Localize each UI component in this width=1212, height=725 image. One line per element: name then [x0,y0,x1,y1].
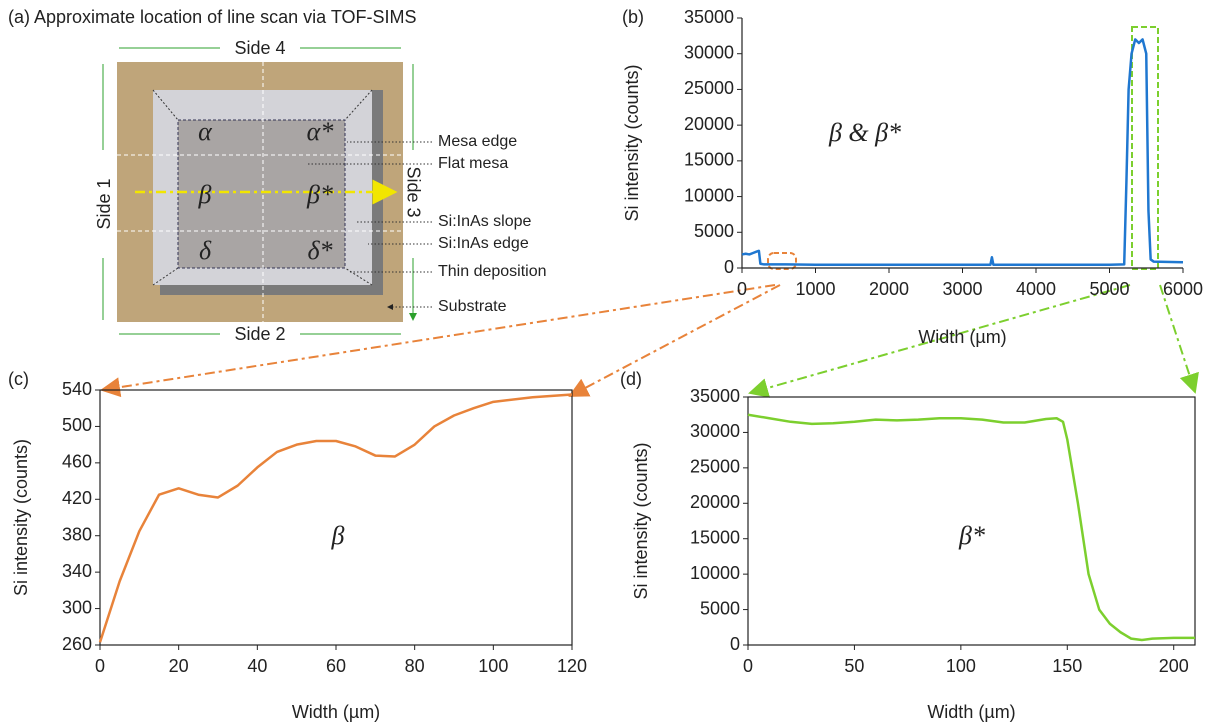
callout: Si:InAs edge [438,235,529,252]
x-tick-label: 100 [478,656,508,676]
region: β [198,180,212,209]
leaders [308,141,432,307]
region: β* [306,180,333,209]
y-tick-label: 420 [62,488,92,508]
x-axis-title: Width (µm) [927,702,1015,722]
y-tick-label: 380 [62,524,92,544]
panel-label: (c) [8,369,29,389]
y-tick-label: 35000 [684,7,734,27]
x-tick-label: 6000 [1163,279,1203,299]
callout: Substrate [438,298,507,315]
zoom-links [100,26,1199,398]
annotation: β & β* [828,118,901,147]
data-line [747,413,1195,642]
x-tick-label: 4000 [1016,279,1056,299]
y-tick-label: 500 [62,415,92,435]
zoom-box [767,252,797,270]
x-tick-label: 5000 [1089,279,1129,299]
x-tick-label: 0 [737,279,747,299]
x-tick-label: 0 [95,656,105,676]
slope-edges [152,89,373,286]
flat-mesa [177,119,346,269]
x-tick-label: 200 [1159,656,1189,676]
callout: Si:InAs slope [438,213,531,230]
y-tick-label: 10000 [684,185,734,205]
x-tick-label: 60 [326,656,346,676]
x-tick-label: 50 [844,656,864,676]
annotation: β [331,521,345,550]
callout: Flat mesa [438,155,508,172]
x-tick-label: 120 [557,656,587,676]
x-tick-label: 80 [405,656,425,676]
callout: Thin deposition [438,263,547,280]
x-tick-label: 150 [1052,656,1082,676]
y-axis-title: Si intensity (counts) [11,439,31,596]
diagram: (a) Approximate location of line scan vi… [8,7,547,344]
y-tick-label: 20000 [684,114,734,134]
x-axis-title: Width (µm) [292,702,380,722]
x-tick-label: 3000 [942,279,982,299]
x-tick-label: 2000 [869,279,909,299]
data-line [741,38,1184,267]
zoom-arrow [748,284,1131,398]
y-tick-label: 260 [62,634,92,654]
y-tick-label: 30000 [690,421,740,441]
diagram-title: (a) Approximate location of line scan vi… [8,7,417,27]
region: α [198,117,213,146]
panel-label: (b) [622,7,644,27]
callout: Mesa edge [438,133,517,150]
region: α* [307,117,334,146]
x-tick-label: 0 [743,656,753,676]
panel-label: (d) [620,369,642,389]
y-tick-label: 15000 [684,150,734,170]
y-axis-title: Si intensity (counts) [631,442,651,599]
y-tick-label: 25000 [690,457,740,477]
y-tick-label: 25000 [684,78,734,98]
y-tick-label: 20000 [690,492,740,512]
x-tick-label: 100 [946,656,976,676]
plot-frame [747,396,1196,646]
y-tick-label: 30000 [684,42,734,62]
side-label: Side 3 [403,166,423,217]
side-arrows [102,47,413,335]
y-tick-label: 5000 [700,598,740,618]
region: δ* [307,236,332,265]
zoom-arrow [568,284,781,397]
x-axis-title: Width (µm) [918,327,1006,347]
zoom-box [1131,26,1159,270]
region: δ [199,236,212,265]
zoom-arrow [1159,284,1199,394]
y-tick-label: 5000 [694,221,734,241]
side-label: Side 4 [234,38,285,58]
y-tick-label: 300 [62,597,92,617]
zoom-arrow [100,284,776,398]
y-tick-label: 35000 [690,386,740,406]
y-axis-title: Si intensity (counts) [622,64,642,221]
side-label: Side 2 [234,324,285,344]
y-tick-label: 340 [62,561,92,581]
y-tick-label: 0 [724,257,734,277]
x-tick-label: 40 [247,656,267,676]
annotation: β* [958,521,985,550]
data-line [98,393,573,643]
side-label: Side 1 [94,178,114,229]
y-tick-label: 0 [730,634,740,654]
x-tick-label: 20 [169,656,189,676]
y-tick-label: 460 [62,452,92,472]
y-tick-label: 15000 [690,527,740,547]
y-tick-label: 10000 [690,563,740,583]
x-tick-label: 1000 [795,279,835,299]
y-tick-label: 540 [62,379,92,399]
plot-frame [99,389,573,646]
axes [741,18,1183,269]
